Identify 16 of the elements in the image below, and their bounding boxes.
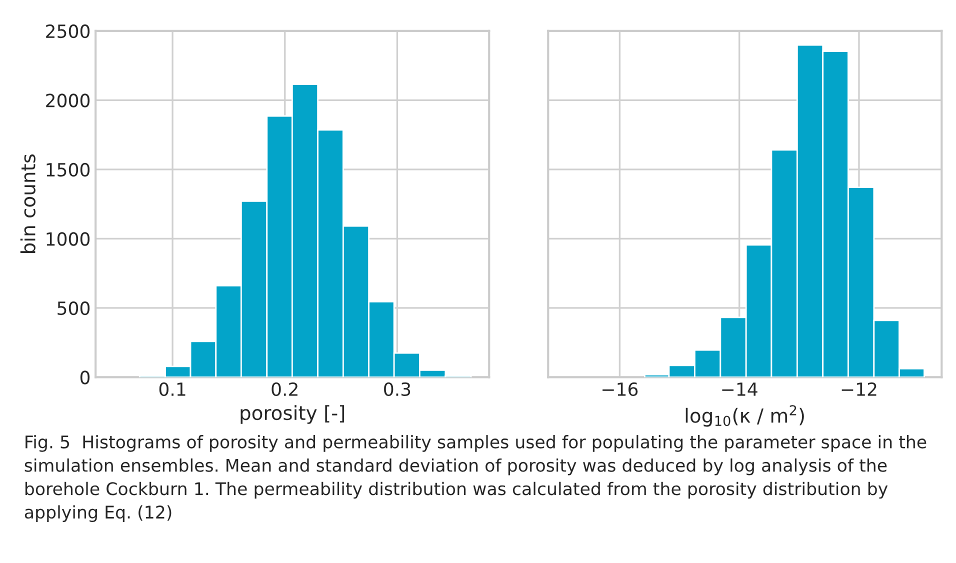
y-axis-title: bin counts: [20, 154, 36, 253]
x-tick-label: −14: [722, 382, 758, 396]
y-tick-label: 0: [80, 370, 90, 384]
x-tick-label: 0.2: [272, 382, 298, 396]
x-tick-label: 0.3: [384, 382, 410, 396]
x-tick-label: −12: [842, 382, 876, 396]
x-axis-title: porosity [-]: [240, 405, 344, 424]
x-tick-label: −16: [602, 382, 638, 396]
y-tick-label: 2000: [46, 94, 90, 108]
x-tick-label: 0.1: [159, 382, 186, 396]
caption: Fig. 5 Histograms of porosity and permeability samples used for populating the parameter space in the simulation ensembles. Mean and standard deviation of porosity was deduced by log analysis of the borehole Cockburn 1. The permeability distribution was calculated from the porosity distribution by applying Eq. (12): [24, 435, 926, 522]
x-axis-title: log$_{10}$(κ / m$^{2}$): [686, 405, 804, 427]
y-tick-label: 2500: [46, 24, 90, 38]
y-tick-label: 500: [58, 301, 90, 316]
y-tick-label: 1000: [46, 232, 90, 246]
y-tick-label: 1500: [46, 162, 90, 177]
